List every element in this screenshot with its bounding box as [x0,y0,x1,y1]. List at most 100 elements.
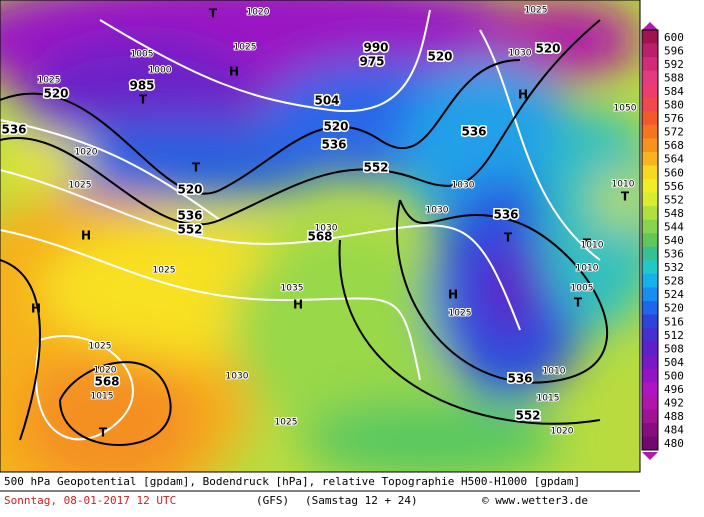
legend-label: 560 [664,166,684,179]
geopotential-label: 552 [515,409,540,423]
pressure-center: H [229,65,239,79]
geopotential-label: 536 [177,209,202,223]
geopotential-label: 552 [363,161,388,175]
legend-label: 524 [664,288,684,301]
legend-label: 584 [664,85,684,98]
geopotential-label: 536 [321,138,346,152]
legend-label: 488 [664,410,684,423]
legend-swatch [642,30,658,45]
geopotential-label: 536 [507,372,532,386]
isobar-label: 1010 [581,241,604,251]
pressure-center: T [139,93,148,107]
geopotential-label: 520 [323,120,348,134]
legend-swatch [642,314,658,329]
isobar-label: 1030 [426,206,449,216]
legend-label: 600 [664,31,684,44]
legend-swatch [642,124,658,139]
legend-swatch [642,382,658,397]
isobar-label: 1025 [89,342,112,352]
legend-label: 484 [664,424,684,437]
isobar-label: 1030 [315,224,338,234]
isobar-label: 1025 [234,43,257,53]
pressure-center: T [574,296,583,310]
geopotential-label: 520 [535,42,560,56]
legend-swatch [642,84,658,99]
legend-label: 504 [664,356,684,369]
legend-swatch [642,341,658,356]
legend-swatch [642,233,658,248]
legend-label: 556 [664,180,684,193]
legend-label: 508 [664,342,684,355]
legend-label: 596 [664,44,684,57]
geopotential-label: 536 [1,123,26,137]
footer-run: (Samstag 12 + 24) [305,494,418,507]
geopotential-label: 536 [493,208,518,222]
legend-swatch [642,138,658,153]
legend-swatch [642,260,658,275]
isobar-label: 1035 [281,284,304,294]
legend-label: 564 [664,153,684,166]
geopotential-label: 990 [363,41,388,55]
isobar-label: 1020 [94,366,117,376]
pressure-center: T [192,161,201,175]
legend-label: 540 [664,234,684,247]
legend-swatch [642,409,658,424]
isobar-label: 1020 [247,8,270,18]
legend-swatch [642,436,658,451]
isobar-label: 1025 [38,76,61,86]
legend-swatch [642,219,658,234]
legend-label: 568 [664,139,684,152]
legend-swatch [642,192,658,207]
legend-swatch [642,273,658,288]
legend-swatch [642,70,658,85]
legend-swatch [642,111,658,126]
pressure-center: T [621,190,630,204]
legend-label: 480 [664,437,684,450]
legend-swatch [642,287,658,302]
geopotential-label: 985 [129,79,154,93]
map [0,0,640,472]
geopotential-label: 552 [177,223,202,237]
pressure-center: H [81,229,91,243]
legend-label: 544 [664,220,684,233]
geopotential-label: 520 [43,87,68,101]
pressure-center: H [448,288,458,302]
legend-label: 528 [664,275,684,288]
legend-swatch [642,246,658,261]
isobar-label: 1020 [551,427,574,437]
legend-swatch [642,395,658,410]
pressure-center: H [31,302,41,316]
isobar-label: 1030 [509,49,532,59]
legend-swatch [642,422,658,437]
legend-swatch [642,151,658,166]
legend-label: 532 [664,261,684,274]
pressure-center: T [504,231,513,245]
isobar-label: 1020 [75,148,98,158]
legend-label: 588 [664,71,684,84]
legend-swatch [642,368,658,383]
legend-label: 520 [664,302,684,315]
legend-label: 548 [664,207,684,220]
legend-label: 552 [664,193,684,206]
legend-swatch [642,57,658,72]
legend-swatch [642,165,658,180]
pressure-center: T [209,7,218,21]
isobar-label: 1010 [543,367,566,377]
pressure-center: H [293,298,303,312]
geopotential-label: 536 [461,125,486,139]
geopotential-label: 568 [307,230,332,244]
legend-label: 500 [664,369,684,382]
isobar-label: 1005 [131,50,154,60]
geopotential-label: 520 [427,50,452,64]
legend-label: 496 [664,383,684,396]
isobar-label: 1050 [614,104,637,114]
isobar-label: 1025 [449,309,472,319]
isobar-label: 1010 [576,264,599,274]
isobar-label: 1030 [452,181,475,191]
legend-label: 592 [664,58,684,71]
legend-label: 512 [664,329,684,342]
pressure-center: H [518,88,528,102]
legend-label: 576 [664,112,684,125]
isobar-label: 1025 [153,266,176,276]
